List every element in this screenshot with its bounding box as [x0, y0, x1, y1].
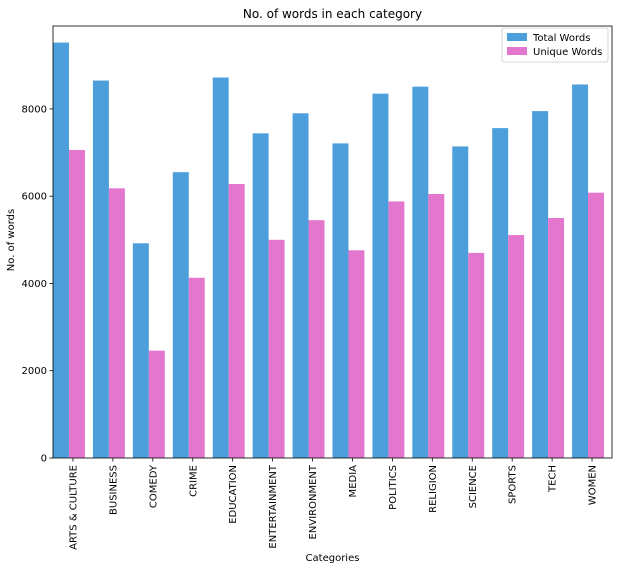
- axes-layer: [52, 25, 613, 459]
- y-tick-label: 2000: [22, 366, 47, 377]
- bar-total-words-arts-culture: [53, 42, 69, 458]
- bar-total-words-women: [572, 84, 589, 458]
- x-axis-ticks: ARTS & CULTURE BUSINESS COMEDY CRIME EDUCATI…: [68, 458, 599, 550]
- plot-frame: [52, 25, 613, 459]
- bar-unique-words-education: [228, 183, 245, 458]
- bar-total-words-crime: [172, 172, 189, 458]
- x-tick-label-tech: TECH: [548, 465, 559, 493]
- x-tick-label-women: WOMEN: [588, 465, 599, 505]
- x-tick-label-sports: SPORTS: [508, 465, 519, 504]
- bar-unique-words-entertainment: [268, 239, 285, 458]
- x-tick-label-entertainment: ENTERTAINMENT: [268, 464, 279, 548]
- x-tick-label-crime: CRIME: [188, 465, 199, 497]
- bar-total-words-politics: [372, 93, 389, 458]
- x-tick-label-arts-culture: ARTS & CULTURE: [68, 465, 79, 550]
- bar-total-words-sports: [492, 128, 509, 459]
- bar-total-words-religion: [412, 86, 429, 459]
- bar-unique-words-environment: [308, 220, 325, 458]
- bar-total-words-media: [332, 143, 349, 458]
- bar-total-words-comedy: [132, 243, 149, 458]
- x-tick-label-politics: POLITICS: [388, 465, 399, 510]
- bar-unique-words-women: [588, 192, 605, 458]
- legend-box: [501, 27, 609, 63]
- legend-swatch-total-words: [507, 33, 527, 41]
- y-axis-ticks: 0 2000 4000 6000 8000: [22, 104, 53, 465]
- chart-title: No. of words in each category: [243, 7, 422, 21]
- bar-total-words-education: [212, 77, 229, 459]
- x-tick-label-science: SCIENCE: [468, 465, 479, 508]
- x-tick-label-business: BUSINESS: [108, 465, 119, 515]
- bar-unique-words-business: [108, 188, 125, 458]
- y-tick-label: 6000: [22, 192, 47, 203]
- x-axis-title: Categories: [306, 553, 360, 564]
- bar-total-words-science: [452, 146, 469, 458]
- y-tick-label: 0: [41, 454, 47, 465]
- x-tick-label-comedy: COMEDY: [148, 464, 159, 508]
- bar-total-words-tech: [532, 111, 549, 458]
- bar-unique-words-politics: [388, 201, 405, 459]
- x-tick-label-religion: RELIGION: [428, 465, 439, 513]
- bar-unique-words-comedy: [148, 350, 165, 458]
- bars-layer: [53, 42, 605, 459]
- bar-unique-words-science: [468, 252, 485, 458]
- x-tick-label-media: MEDIA: [348, 465, 359, 498]
- bar-total-words-environment: [292, 113, 309, 459]
- y-tick-label: 8000: [22, 104, 47, 115]
- legend-label-total-words: Total Words: [532, 33, 590, 44]
- bar-unique-words-tech: [548, 218, 565, 458]
- bar-total-words-entertainment: [252, 133, 269, 458]
- bar-unique-words-crime: [188, 277, 205, 458]
- bar-total-words-business: [92, 80, 109, 459]
- y-tick-label: 4000: [22, 279, 47, 290]
- legend: Total Words Unique Words: [501, 27, 609, 63]
- legend-swatch-unique-words: [507, 47, 527, 55]
- x-tick-label-environment: ENVIRONMENT: [308, 464, 319, 539]
- bar-unique-words-sports: [508, 235, 525, 458]
- x-tick-label-education: EDUCATION: [228, 465, 239, 524]
- bar-unique-words-arts-culture: [68, 149, 85, 458]
- bar-unique-words-religion: [428, 194, 445, 458]
- y-axis-title: No. of words: [6, 209, 17, 271]
- bar-unique-words-media: [348, 250, 365, 458]
- legend-label-unique-words: Unique Words: [533, 47, 602, 58]
